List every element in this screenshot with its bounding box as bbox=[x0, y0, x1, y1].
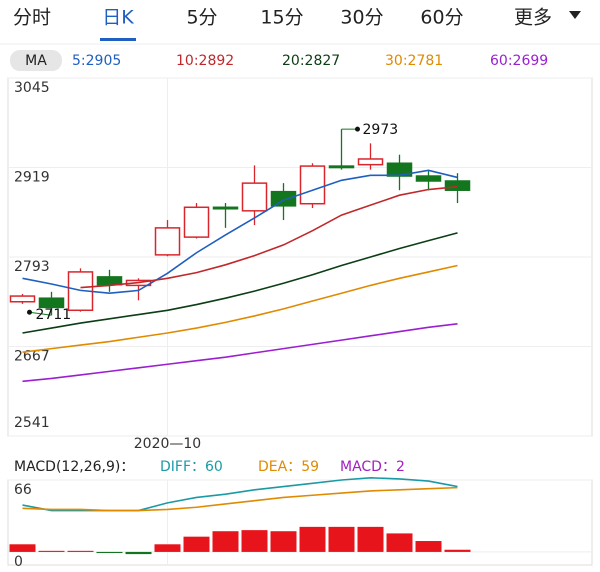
y-tick-label: 2793 bbox=[14, 259, 50, 275]
candle-body bbox=[299, 165, 326, 205]
y-tick-label: 66 bbox=[14, 482, 32, 498]
candle-body bbox=[96, 276, 123, 286]
macd-bar bbox=[125, 551, 152, 555]
x-tick-label: 2020—10 bbox=[134, 436, 201, 452]
line bbox=[22, 322, 458, 383]
macd-bar bbox=[299, 526, 326, 552]
candle-body bbox=[415, 175, 442, 182]
tab[interactable]: 15分 bbox=[260, 7, 303, 29]
line bbox=[22, 232, 458, 334]
ma-legend: 5:2905 bbox=[72, 53, 121, 69]
more-arrow[interactable] bbox=[569, 11, 581, 19]
y-tick-label: 3045 bbox=[14, 80, 50, 96]
macd-bar bbox=[357, 526, 384, 552]
tab[interactable]: 更多 bbox=[514, 7, 552, 29]
macd-bar bbox=[444, 549, 471, 552]
candle-body bbox=[212, 206, 239, 210]
tab[interactable]: 分时 bbox=[13, 7, 51, 29]
line bbox=[22, 169, 458, 295]
y-tick-label: 0 bbox=[14, 554, 23, 570]
ma-label: MA bbox=[25, 53, 47, 69]
candle-body bbox=[183, 206, 210, 238]
macd-bar bbox=[386, 533, 413, 552]
ma-pill[interactable] bbox=[10, 50, 62, 71]
macd-bar bbox=[67, 550, 94, 552]
ma-legend: 20:2827 bbox=[282, 53, 340, 69]
macd-bar bbox=[9, 544, 36, 552]
macd-legend: DEA：59 bbox=[258, 459, 319, 475]
candle-body bbox=[9, 295, 36, 303]
y-tick-label: 2919 bbox=[14, 170, 50, 186]
candle-body bbox=[444, 180, 471, 191]
ma-legend: 60:2699 bbox=[490, 53, 548, 69]
min-dot bbox=[27, 309, 32, 315]
macd-bar bbox=[212, 531, 239, 552]
candle-body bbox=[357, 158, 384, 166]
macd-bar bbox=[415, 541, 442, 552]
ma-legend: 10:2892 bbox=[176, 53, 234, 69]
macd-bar bbox=[183, 536, 210, 552]
macd-legend: MACD：2 bbox=[340, 459, 405, 475]
min-pointer bbox=[29, 311, 52, 316]
candle-body bbox=[328, 165, 355, 169]
max-label: 2973 bbox=[363, 122, 399, 138]
candle-body bbox=[154, 227, 181, 256]
macd-bar bbox=[241, 530, 268, 552]
macd-bar bbox=[270, 531, 297, 552]
max-dot bbox=[355, 126, 360, 132]
macd-bar bbox=[154, 544, 181, 552]
tab-underline bbox=[100, 38, 136, 41]
line bbox=[22, 264, 458, 353]
tab[interactable]: 日K bbox=[102, 7, 134, 29]
ma-legend: 30:2781 bbox=[385, 53, 443, 69]
line bbox=[22, 486, 458, 512]
macd-bar bbox=[96, 551, 123, 554]
tab[interactable]: 30分 bbox=[340, 7, 383, 29]
macd-bar bbox=[328, 526, 355, 552]
candle-body bbox=[38, 297, 65, 309]
tab[interactable]: 60分 bbox=[420, 7, 463, 29]
line bbox=[80, 185, 458, 289]
y-tick-label: 2541 bbox=[14, 415, 50, 431]
macd-legend: DIFF：60 bbox=[160, 459, 223, 475]
tab[interactable]: 5分 bbox=[186, 7, 217, 29]
macd-bar bbox=[38, 550, 65, 552]
candle-body bbox=[270, 190, 297, 207]
min-label: 2711 bbox=[36, 307, 72, 323]
macd-title: MACD(12,26,9)： bbox=[14, 459, 134, 475]
candle-body bbox=[241, 182, 268, 212]
